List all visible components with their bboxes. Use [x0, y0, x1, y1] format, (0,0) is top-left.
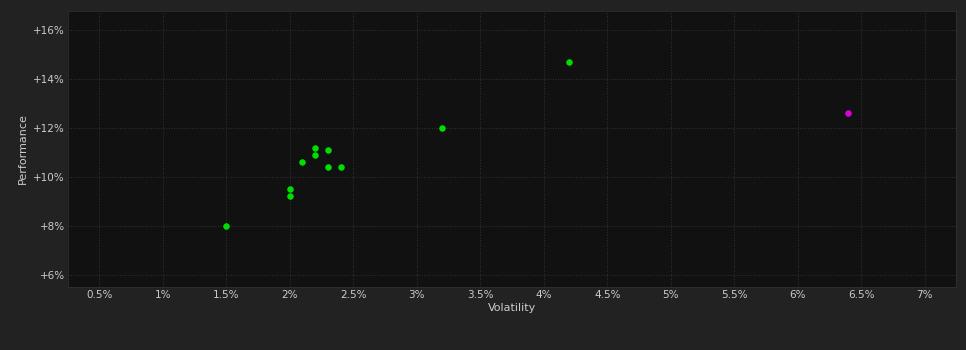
Point [295, 159, 310, 165]
Point [435, 125, 450, 131]
Point [840, 111, 856, 116]
Point [561, 59, 577, 65]
Point [307, 152, 323, 158]
Point [320, 147, 335, 153]
Point [282, 186, 298, 192]
Point [307, 145, 323, 150]
Point [320, 164, 335, 170]
Point [218, 223, 234, 229]
Point [333, 164, 349, 170]
Y-axis label: Performance: Performance [17, 113, 28, 184]
X-axis label: Volatility: Volatility [488, 302, 536, 313]
Point [282, 194, 298, 199]
